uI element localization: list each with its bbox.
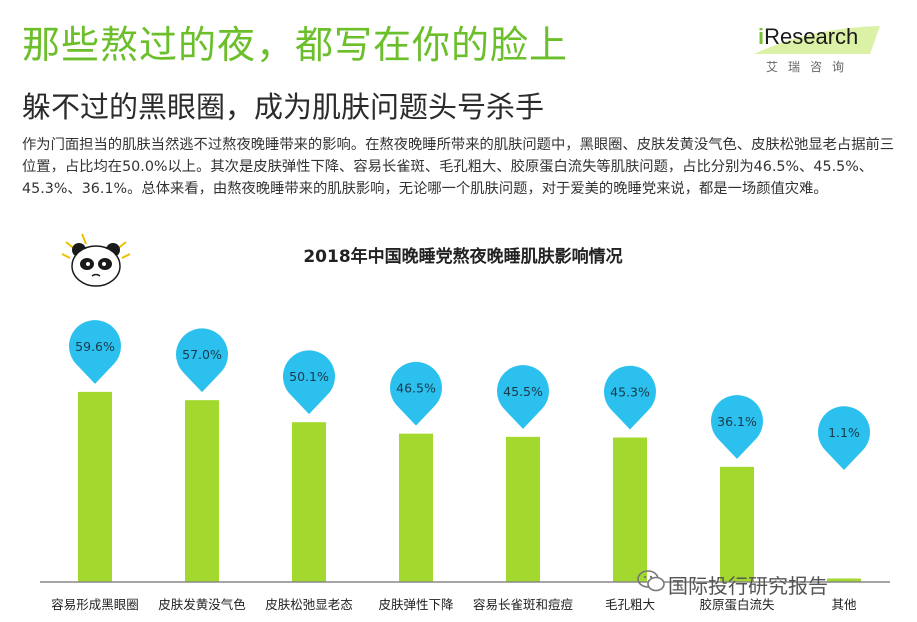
page-headline: 那些熬过的夜，都写在你的脸上 [22,23,569,67]
brand-name: iResearch [758,24,858,50]
category-label: 毛孔粗大 [605,597,655,612]
category-label: 皮肤发黄没气色 [158,597,246,612]
data-label: 1.1% [828,425,860,440]
value-pin [283,350,335,415]
value-pin [176,328,229,393]
bar [720,466,754,582]
brand-prefix: i [758,24,765,49]
bar [78,391,112,582]
category-label: 皮肤弹性下降 [378,597,454,612]
value-pin [69,320,121,384]
brand-chinese: 艾瑞咨询 [766,60,855,74]
data-label: 45.5% [503,384,543,399]
value-pin [497,365,549,429]
data-label: 57.0% [182,347,222,362]
bar [506,436,540,582]
panda-mascot-icon [61,233,131,287]
data-label: 36.1% [717,414,757,429]
logo-swoosh-icon [754,26,880,54]
category-label: 容易形成黑眼圈 [51,597,139,612]
bar [399,433,433,582]
value-pin [604,365,656,430]
value-pin [390,361,443,426]
value-pin [711,395,764,459]
category-label: 其他 [831,597,857,612]
category-label: 容易长雀斑和痘痘 [473,597,574,612]
data-label: 46.5% [396,381,436,396]
bar [185,400,219,582]
watermark-text: 国际投行研究报告 [668,574,828,598]
intro-paragraph: 作为门面担当的肌肤当然逃不过熬夜晚睡带来的影响。在熬夜晚睡所带来的肌肤问题中，黑… [22,137,895,197]
page-subheadline: 躲不过的黑眼圈，成为肌肤问题头号杀手 [22,90,545,124]
iresearch-logo: iResearch 艾瑞咨询 [748,24,898,84]
category-label: 胶原蛋白流失 [699,597,775,612]
brand-suffix: Research [764,24,859,49]
bar [827,578,861,582]
bar [292,422,326,582]
bar [613,437,647,582]
chart-title: 2018年中国晚睡党熬夜晚睡肌肤影响情况 [303,246,622,267]
data-label: 59.6% [75,339,115,354]
data-label: 50.1% [289,369,329,384]
category-label: 皮肤松弛显老态 [265,597,353,612]
wechat-logo-icon [637,570,665,592]
value-pin [818,406,870,470]
data-label: 45.3% [610,384,650,399]
